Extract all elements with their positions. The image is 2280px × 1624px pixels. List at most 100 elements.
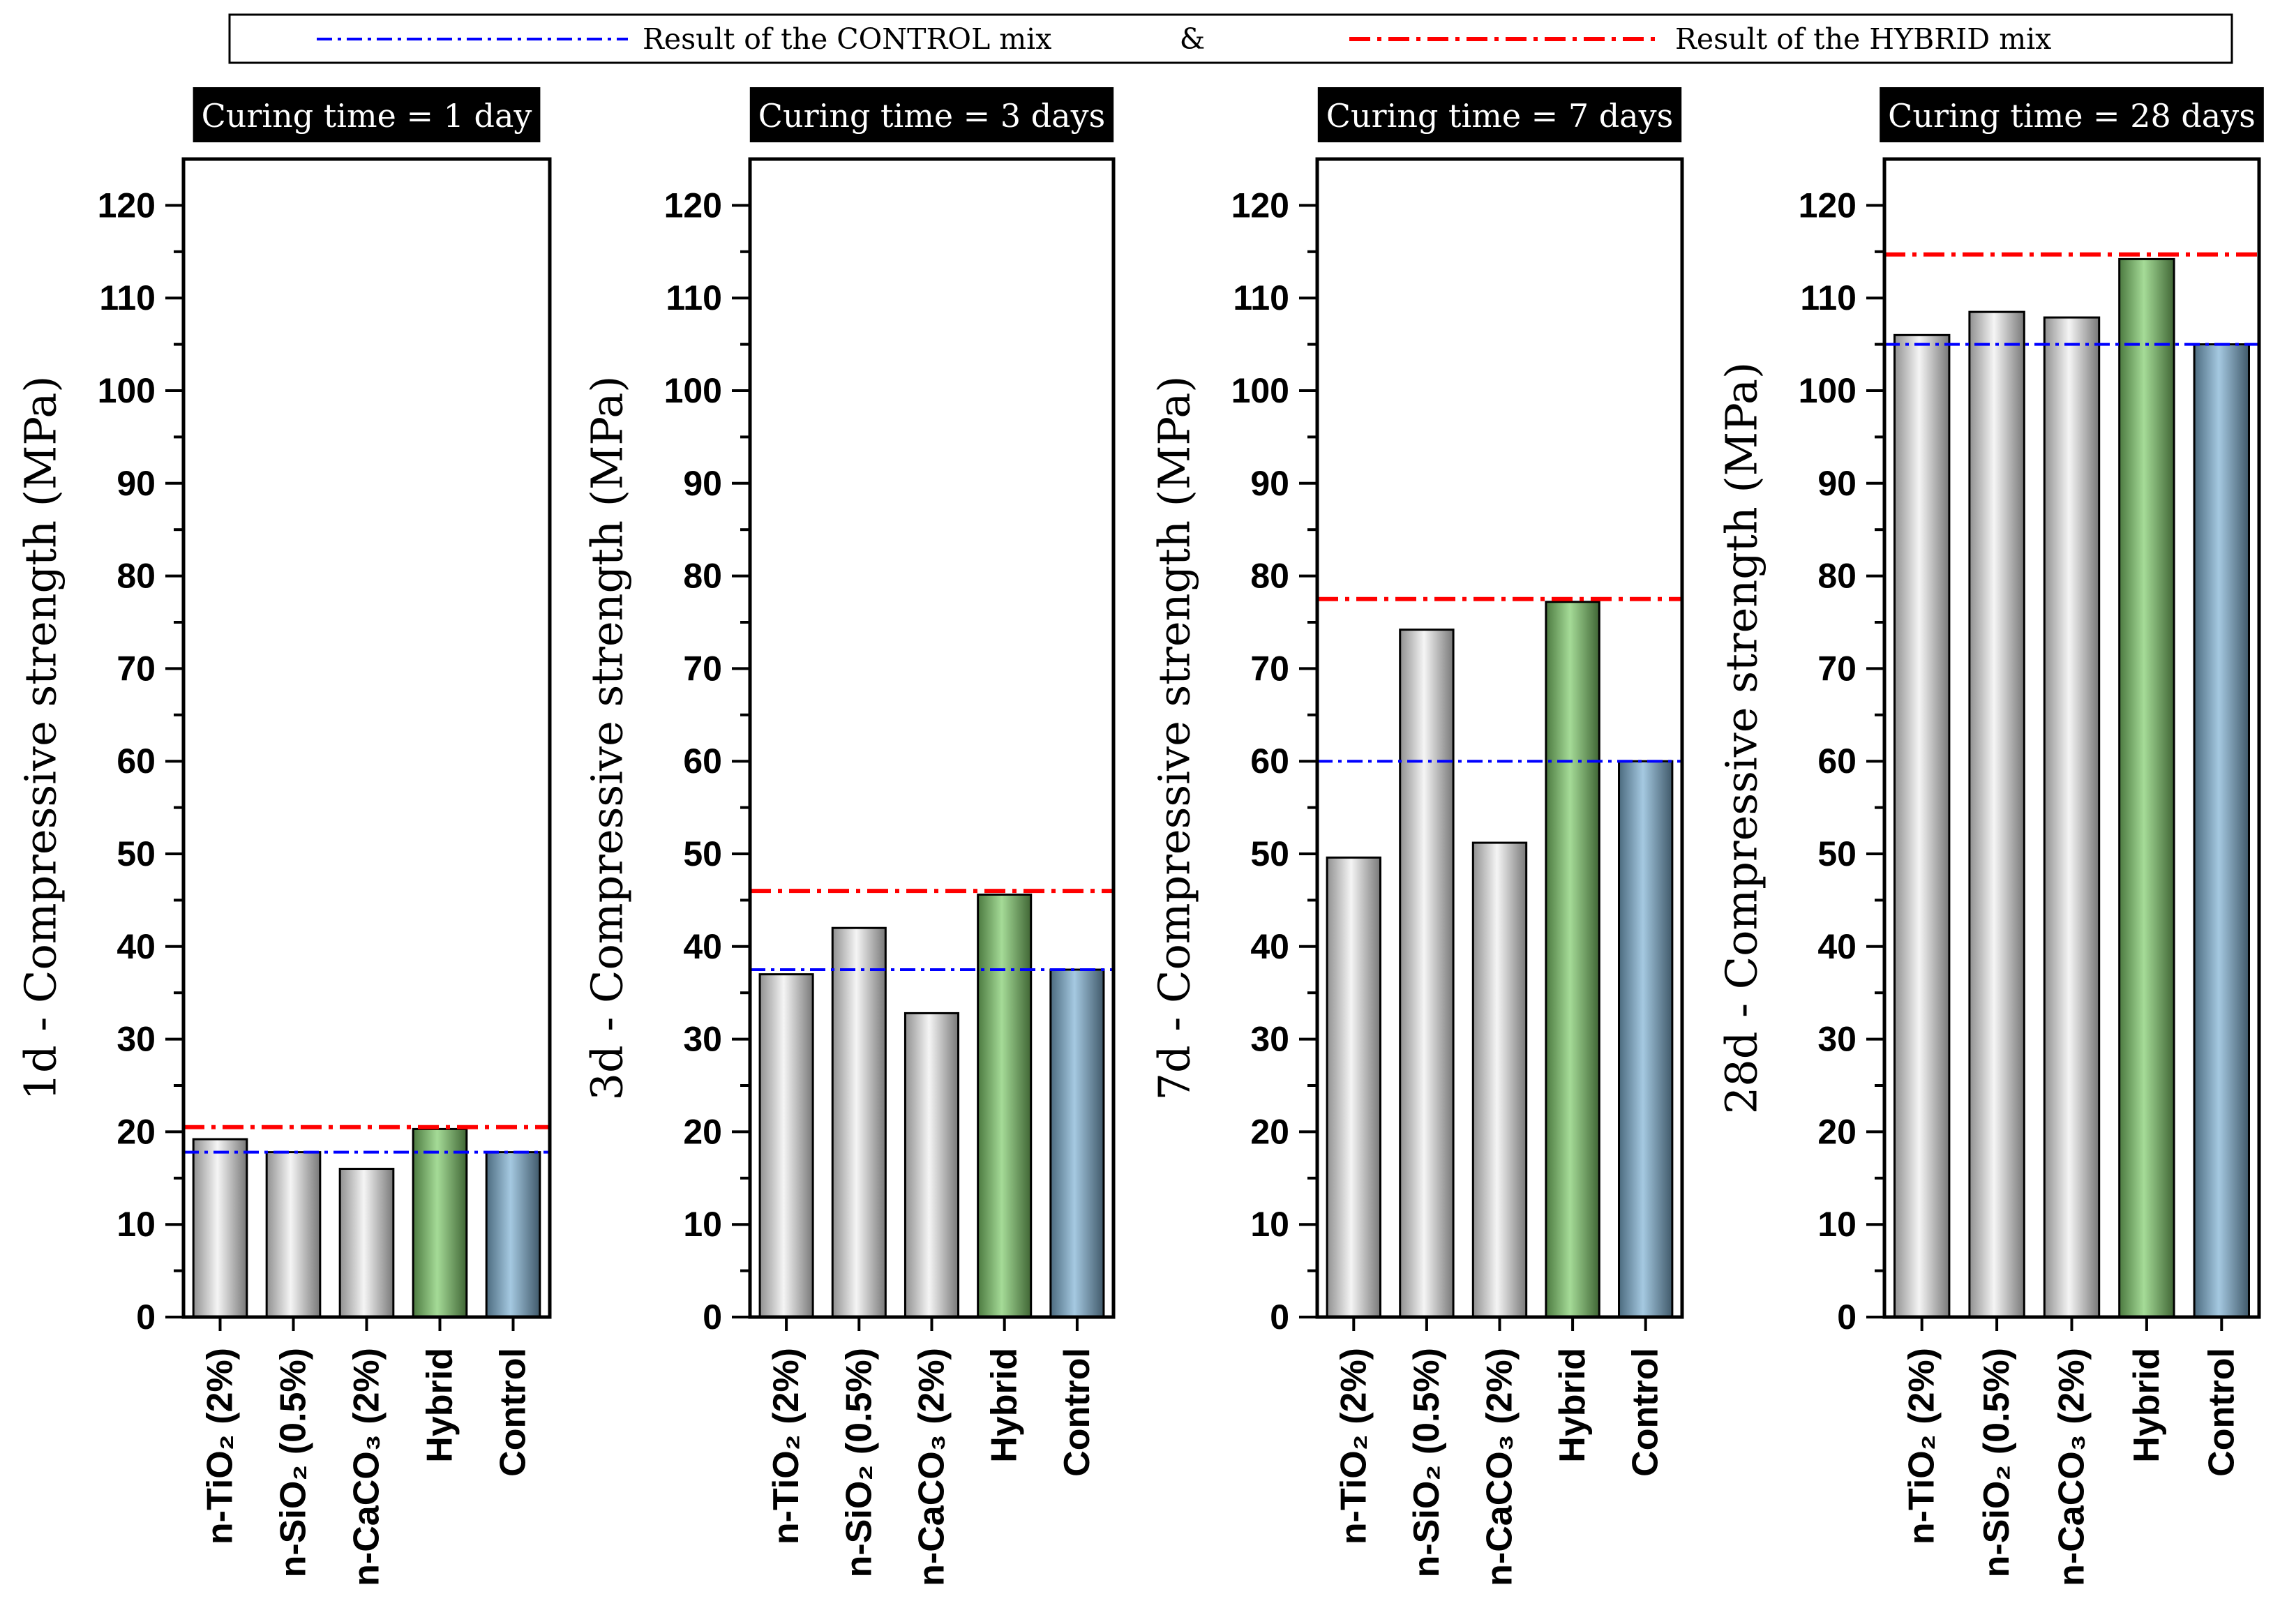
bar-n-tio2-2: [758, 973, 814, 1318]
y-tick-label: 40: [683, 927, 722, 966]
y-tick-label: 40: [1250, 927, 1289, 966]
chart-title: Curing time = 7 days: [1326, 97, 1673, 135]
plot-area: [183, 159, 550, 1317]
y-tick-label: 80: [1817, 557, 1857, 596]
chart-title: Curing time = 3 days: [758, 97, 1105, 135]
y-tick-label: 90: [1817, 464, 1857, 503]
y-tick-label: 120: [98, 186, 156, 225]
y-tick-label: 70: [1250, 649, 1289, 688]
y-tick-label: 20: [1250, 1112, 1289, 1151]
y-tick-label: 120: [664, 186, 722, 225]
bar-n-sio2-0-5: [265, 1151, 322, 1318]
x-tick-label: n-TiO₂ (2%): [766, 1348, 807, 1544]
y-tick-label: 40: [117, 927, 156, 966]
x-tick-label: n-CaCO₃ (2%): [347, 1348, 387, 1586]
y-tick-label: 100: [1799, 371, 1857, 410]
bar-n-caco3-2: [903, 1012, 960, 1318]
bar-control: [2193, 343, 2251, 1318]
y-tick-label: 50: [1250, 834, 1289, 873]
y-tick-label: 70: [683, 649, 722, 688]
chart-panel-2: Curing time = 3 days 0 10 20 30 40 50 60 70 80 90 1…: [582, 87, 1116, 1586]
chart-title-box: [1880, 87, 2264, 142]
y-tick-label: 0: [703, 1298, 722, 1337]
x-tick-label: n-CaCO₃ (2%): [2052, 1348, 2092, 1586]
x-tick-label: n-TiO₂ (2%): [1333, 1348, 1374, 1544]
chart-title-box: [193, 87, 541, 142]
bar-hybrid: [412, 1127, 468, 1318]
y-tick-label: 0: [1270, 1298, 1289, 1337]
x-tick-label: n-SiO₂ (0.5%): [1407, 1348, 1447, 1577]
bar-n-tio2-2: [1326, 856, 1381, 1318]
y-tick-label: 20: [117, 1112, 156, 1151]
y-tick-label: 60: [1817, 742, 1857, 781]
y-tick-label: 50: [117, 834, 156, 873]
chart-title-box: [749, 87, 1114, 142]
y-tick-label: 30: [683, 1020, 722, 1059]
y-tick-label: 80: [117, 557, 156, 596]
legend-separator: &: [1180, 22, 1206, 56]
y-tick-label: 60: [683, 742, 722, 781]
chart-title: Curing time = 1 day: [202, 97, 532, 135]
y-tick-label: 60: [1250, 742, 1289, 781]
y-tick-label: 100: [1231, 371, 1289, 410]
y-tick-label: 110: [1800, 278, 1857, 317]
bar-n-tio2-2: [192, 1138, 248, 1318]
y-axis-label: 28d - Compressive strength (MPa): [1716, 362, 1767, 1114]
bar-n-caco3-2: [2043, 316, 2101, 1318]
x-tick-label: n-TiO₂ (2%): [1902, 1348, 1942, 1544]
y-tick-label: 10: [683, 1205, 722, 1244]
y-tick-label: 100: [664, 371, 722, 410]
bar-n-tio2-2: [1893, 333, 1951, 1318]
y-tick-label: 100: [98, 371, 156, 410]
chart-panel-4: Curing time = 28 days 0 10 20 30 40 50 60 70 80 90…: [1716, 87, 2264, 1586]
bar-control: [1049, 968, 1105, 1318]
chart-panels: Curing time = 1 day 0 10 20 30 40 50 60 70 80 90 10…: [15, 87, 2264, 1586]
x-tick-label: n-CaCO₃ (2%): [912, 1348, 952, 1586]
chart-panel-1: Curing time = 1 day 0 10 20 30 40 50 60 70 80 90 10…: [15, 87, 552, 1586]
x-tick-label: Hybrid: [984, 1348, 1025, 1463]
y-tick-label: 80: [1250, 557, 1289, 596]
y-tick-label: 110: [666, 278, 722, 317]
x-tick-label: Hybrid: [1552, 1348, 1593, 1463]
legend: Result of the CONTROL mix & Result of th…: [228, 13, 2233, 64]
y-tick-label: 120: [1799, 186, 1857, 225]
y-tick-label: 50: [683, 834, 722, 873]
y-tick-label: 70: [1817, 649, 1857, 688]
y-tick-label: 30: [1250, 1020, 1289, 1059]
bar-hybrid: [2118, 257, 2175, 1318]
x-tick-label: Control: [1057, 1348, 1097, 1477]
x-tick-label: n-SiO₂ (0.5%): [839, 1348, 879, 1577]
y-tick-label: 10: [1817, 1205, 1857, 1244]
y-tick-label: 90: [683, 464, 722, 503]
y-tick-label: 30: [1817, 1020, 1857, 1059]
y-tick-label: 0: [1837, 1298, 1857, 1337]
bar-n-sio2-0-5: [1968, 310, 2025, 1318]
bar-n-caco3-2: [338, 1168, 395, 1318]
x-tick-label: n-CaCO₃ (2%): [1480, 1348, 1520, 1586]
chart-title-box: [1317, 87, 1682, 142]
y-axis-label: 3d - Compressive strength (MPa): [582, 376, 633, 1101]
bar-n-caco3-2: [1471, 841, 1528, 1318]
y-tick-label: 110: [99, 278, 156, 317]
y-tick-label: 10: [117, 1205, 156, 1244]
bar-control: [1618, 760, 1674, 1318]
bar-n-sio2-0-5: [831, 926, 887, 1318]
bar-hybrid: [1545, 601, 1600, 1318]
y-tick-label: 90: [117, 464, 156, 503]
control-legend-label: Result of the CONTROL mix: [643, 22, 1051, 56]
x-tick-label: n-SiO₂ (0.5%): [1977, 1348, 2017, 1577]
x-tick-label: Control: [493, 1348, 534, 1477]
bar-n-sio2-0-5: [1399, 629, 1455, 1318]
x-tick-label: Control: [2201, 1348, 2242, 1477]
y-tick-label: 120: [1231, 186, 1289, 225]
y-tick-label: 70: [117, 649, 156, 688]
x-tick-label: Hybrid: [420, 1348, 460, 1463]
y-tick-label: 40: [1817, 927, 1857, 966]
y-tick-label: 60: [117, 742, 156, 781]
x-tick-label: n-TiO₂ (2%): [200, 1348, 241, 1544]
x-tick-label: Hybrid: [2127, 1348, 2167, 1463]
chart-title: Curing time = 28 days: [1888, 97, 2256, 135]
x-tick-label: Control: [1626, 1348, 1666, 1477]
y-tick-label: 30: [117, 1020, 156, 1059]
